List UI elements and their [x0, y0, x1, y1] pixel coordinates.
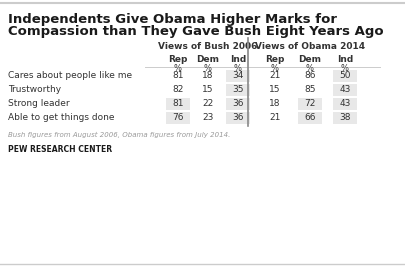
Text: 15: 15 — [269, 84, 280, 93]
Text: 34: 34 — [232, 70, 243, 80]
Text: %: % — [233, 64, 241, 73]
Text: Strong leader: Strong leader — [8, 99, 69, 108]
Text: Dem: Dem — [298, 55, 321, 64]
Text: Dem: Dem — [196, 55, 219, 64]
Text: 18: 18 — [269, 99, 280, 108]
Text: %: % — [270, 64, 278, 73]
Text: 36: 36 — [232, 112, 243, 121]
Bar — [226, 84, 249, 96]
Text: 21: 21 — [269, 70, 280, 80]
Text: Ind: Ind — [229, 55, 245, 64]
Text: Able to get things done: Able to get things done — [8, 112, 114, 121]
Text: 81: 81 — [172, 99, 183, 108]
Text: 76: 76 — [172, 112, 183, 121]
Text: Bush figures from August 2006, Obama figures from July 2014.: Bush figures from August 2006, Obama fig… — [8, 132, 230, 138]
Text: 21: 21 — [269, 112, 280, 121]
Text: Compassion than They Gave Bush Eight Years Ago: Compassion than They Gave Bush Eight Yea… — [8, 25, 383, 38]
Bar — [166, 98, 190, 110]
Text: 23: 23 — [202, 112, 213, 121]
Bar — [226, 112, 249, 124]
Bar — [332, 84, 356, 96]
Bar — [226, 70, 249, 82]
Bar — [297, 112, 321, 124]
Text: %: % — [305, 64, 313, 73]
Text: 66: 66 — [303, 112, 315, 121]
Text: 18: 18 — [202, 70, 213, 80]
Bar — [332, 112, 356, 124]
Text: 72: 72 — [304, 99, 315, 108]
Text: %: % — [340, 64, 348, 73]
Bar — [297, 98, 321, 110]
Text: Ind: Ind — [336, 55, 352, 64]
Text: Independents Give Obama Higher Marks for: Independents Give Obama Higher Marks for — [8, 13, 336, 26]
Text: 86: 86 — [303, 70, 315, 80]
Bar — [332, 98, 356, 110]
Text: 15: 15 — [202, 84, 213, 93]
Text: Views of Bush 2006: Views of Bush 2006 — [158, 42, 257, 51]
Text: PEW RESEARCH CENTER: PEW RESEARCH CENTER — [8, 145, 112, 154]
Text: 35: 35 — [232, 84, 243, 93]
Text: %: % — [174, 64, 181, 73]
Text: %: % — [203, 64, 211, 73]
Text: 43: 43 — [339, 84, 350, 93]
Text: 82: 82 — [172, 84, 183, 93]
Text: 81: 81 — [172, 70, 183, 80]
Text: 85: 85 — [303, 84, 315, 93]
Bar — [332, 70, 356, 82]
Text: 50: 50 — [339, 70, 350, 80]
Bar — [226, 98, 249, 110]
Text: Trustworthy: Trustworthy — [8, 84, 61, 93]
Text: Cares about people like me: Cares about people like me — [8, 70, 132, 80]
Text: 22: 22 — [202, 99, 213, 108]
Text: 43: 43 — [339, 99, 350, 108]
Bar — [166, 112, 190, 124]
Text: Views of Obama 2014: Views of Obama 2014 — [254, 42, 364, 51]
Text: Rep: Rep — [264, 55, 284, 64]
Text: Rep: Rep — [168, 55, 187, 64]
Text: 36: 36 — [232, 99, 243, 108]
Text: 38: 38 — [339, 112, 350, 121]
